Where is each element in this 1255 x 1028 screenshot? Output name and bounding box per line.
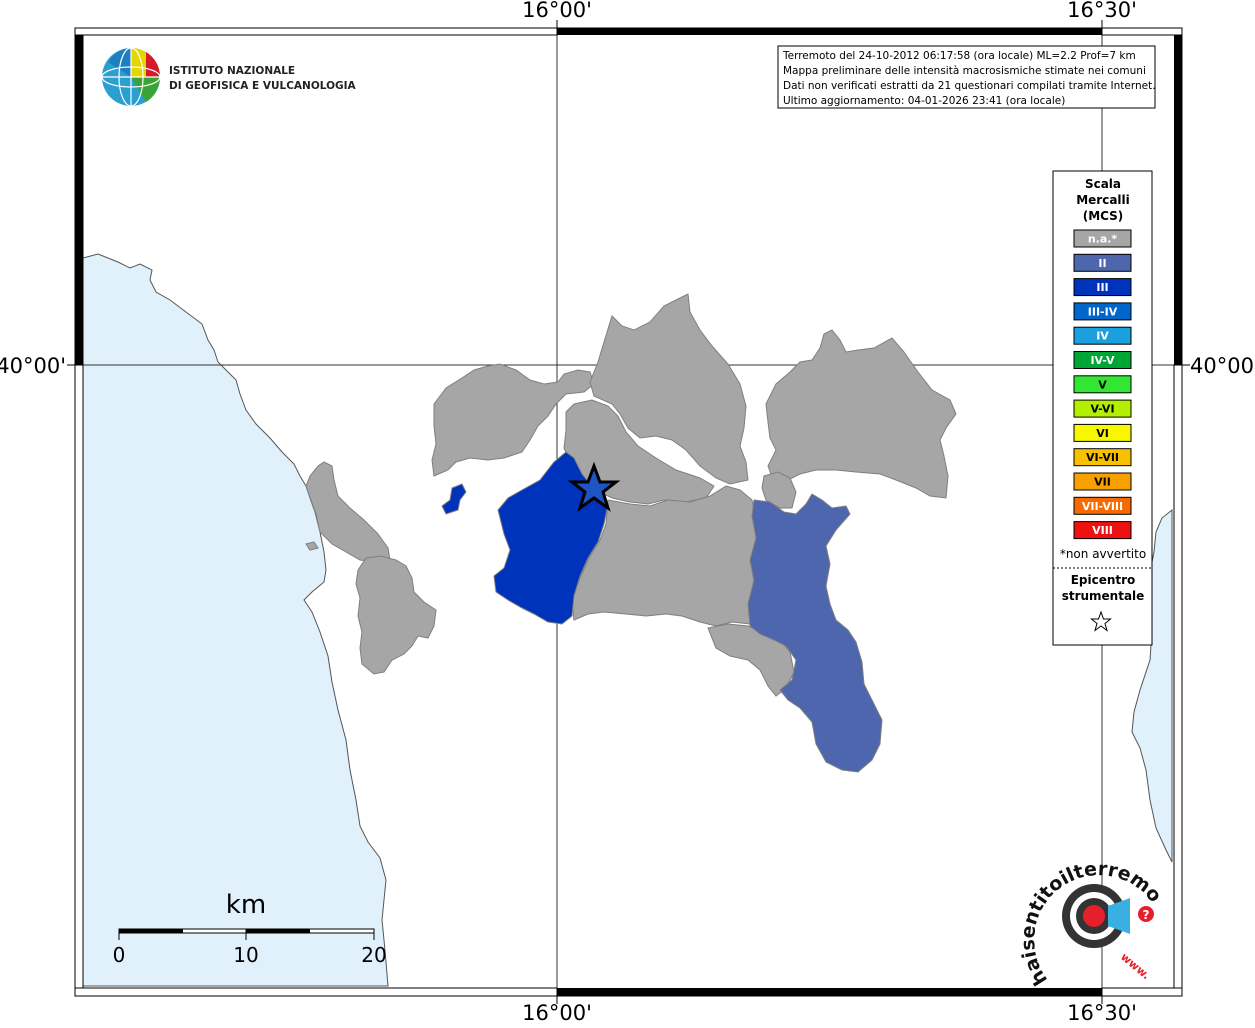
- legend-title-3: (MCS): [1083, 209, 1124, 223]
- svg-text:?: ?: [1143, 908, 1150, 922]
- legend-swatch: [1073, 423, 1132, 442]
- municipality-grey-2: [589, 293, 749, 485]
- coord-left-40-00: 40°00': [0, 354, 66, 378]
- legend-label: VII: [1094, 476, 1111, 489]
- municipality-grey-10: [305, 541, 319, 551]
- legend-note: *non avvertito: [1060, 547, 1146, 561]
- municipality-intensity-iii-island: [441, 483, 467, 515]
- legend-swatch: [1073, 278, 1132, 297]
- info-box: Terremoto del 24-10-2012 06:17:58 (ora l…: [777, 45, 1156, 109]
- legend-swatch: [1073, 399, 1132, 418]
- legend-label: VII-VIII: [1082, 500, 1123, 513]
- legend-label: VI-VII: [1086, 451, 1119, 464]
- ingv-logo: ISTITUTO NAZIONALE DI GEOFISICA E VULCAN…: [101, 47, 357, 107]
- info-line-1: Terremoto del 24-10-2012 06:17:58 (ora l…: [782, 50, 1136, 62]
- scale-unit: km: [226, 890, 266, 920]
- legend-label: VIII: [1092, 524, 1113, 537]
- legend-label: III-IV: [1088, 305, 1118, 318]
- scale-bar: km 0 10 20: [113, 890, 387, 967]
- coord-bottom-16-30: 16°30': [1067, 1001, 1137, 1024]
- legend-label: IV-V: [1090, 354, 1115, 367]
- legend-swatch: [1073, 448, 1132, 467]
- legend-label: III: [1096, 281, 1108, 294]
- municipality-grey-1: [431, 363, 595, 477]
- legend-swatch: [1073, 496, 1132, 515]
- legend-label: II: [1098, 257, 1106, 270]
- institute-line1: ISTITUTO NAZIONALE: [169, 65, 295, 77]
- legend-label: V: [1098, 378, 1107, 391]
- coord-right-40-00: 40°00': [1190, 354, 1255, 378]
- municipality-grey-9: [355, 555, 437, 675]
- legend: Scala Mercalli (MCS) n.a.*IIIIIIII-IVIVI…: [1052, 170, 1153, 646]
- coord-top-16-00: 16°00': [522, 0, 592, 22]
- legend-swatch: [1073, 253, 1132, 272]
- legend-title-1: Scala: [1085, 177, 1121, 191]
- scale-label-10: 10: [233, 943, 258, 967]
- municipalities-not-felt: [305, 293, 957, 697]
- municipality-intensity-ii: [747, 493, 883, 773]
- info-line-3: Dati non verificati estratti da 21 quest…: [783, 80, 1156, 92]
- ionian-sea: [1131, 508, 1173, 863]
- legend-epicenter-2: strumentale: [1062, 589, 1145, 603]
- legend-label: n.a.*: [1088, 233, 1118, 246]
- coord-top-16-30: 16°30': [1067, 0, 1137, 22]
- question-icon: [1138, 906, 1154, 922]
- institute-line2: DI GEOFISICA E VULCANOLOGIA: [169, 80, 357, 92]
- legend-swatch: [1073, 326, 1132, 345]
- municipality-grey-6: [761, 471, 797, 509]
- legend-label: VI: [1096, 427, 1109, 440]
- municipality-grey-8: [305, 461, 391, 563]
- scale-label-20: 20: [361, 943, 386, 967]
- legend-label: IV: [1096, 330, 1109, 343]
- legend-items: n.a.*IIIIIIII-IVIVIV-VVV-VIVIVI-VIIVIIVI…: [1073, 229, 1132, 540]
- megaphone-icon: [1108, 898, 1130, 934]
- legend-swatch: [1073, 375, 1132, 394]
- legend-swatch: [1073, 521, 1132, 540]
- legend-star-icon: [1090, 610, 1112, 632]
- info-line-4: Ultimo aggiornamento: 04-01-2026 23:41 (…: [783, 95, 1065, 107]
- scale-label-0: 0: [113, 943, 126, 967]
- epicenter-star: [567, 461, 621, 512]
- legend-swatch: [1073, 472, 1132, 491]
- legend-swatch: [1073, 351, 1132, 369]
- legend-epicenter-1: Epicentro: [1071, 573, 1136, 587]
- coord-bottom-16-00: 16°00': [522, 1001, 592, 1024]
- legend-swatch: [1073, 302, 1132, 321]
- legend-title-2: Mercalli: [1076, 193, 1130, 207]
- legend-swatch: [1073, 229, 1132, 248]
- info-line-2: Mappa preliminare delle intensità macros…: [783, 65, 1146, 77]
- globe-icon: [101, 47, 161, 107]
- map-frame: [67, 20, 1190, 1004]
- legend-label: V-VI: [1090, 403, 1114, 416]
